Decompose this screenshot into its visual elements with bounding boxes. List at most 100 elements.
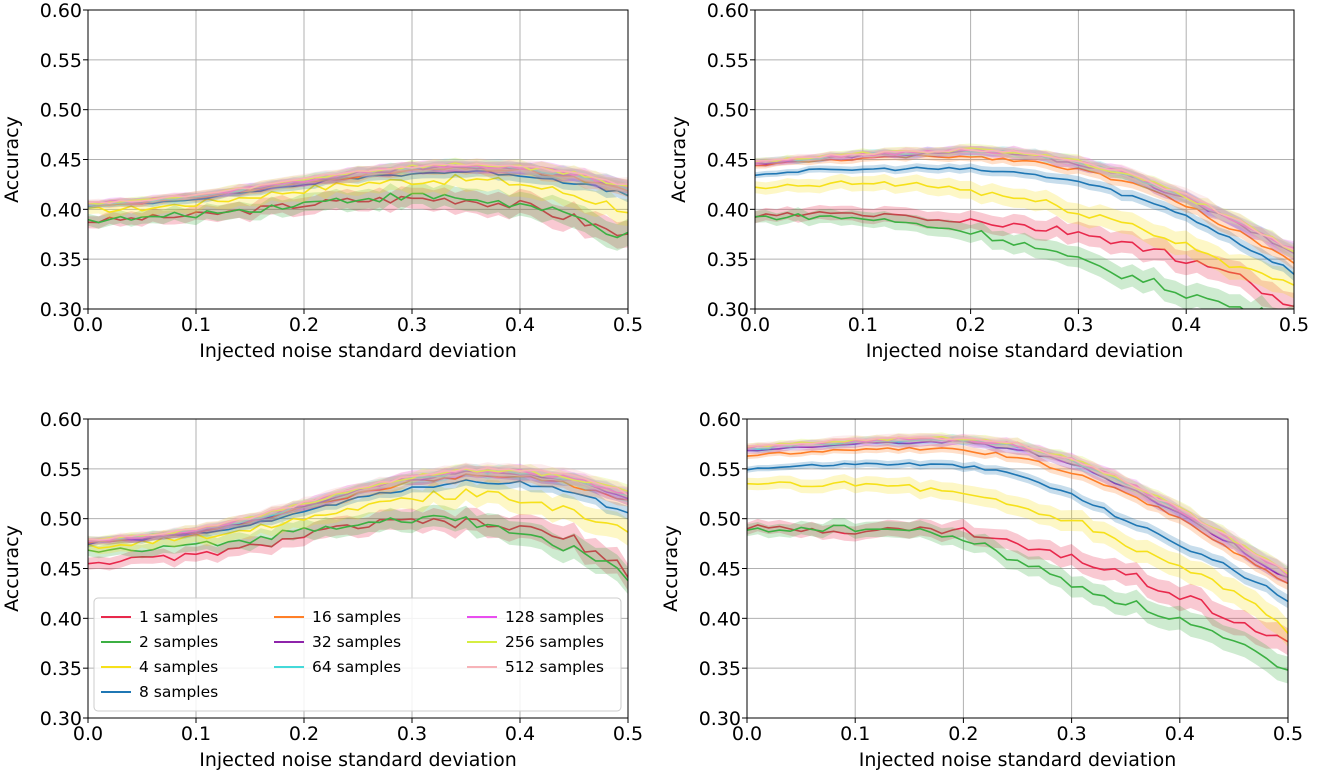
x-tick-label: 0.4	[505, 723, 535, 745]
series-band-32-samples	[88, 160, 628, 207]
chart-panel-bottom-right: 0.0 0.1 0.2 0.3 0.4 0.5 0.30 0.35 0.40 0.45 0.50 0.…	[660, 409, 1303, 771]
x-tick-label: 0.0	[73, 314, 103, 336]
y-axis-label: Accuracy	[1, 116, 23, 203]
series-band-16-samples	[747, 443, 1288, 591]
x-tick-label: 0.4	[1171, 314, 1201, 336]
series-band-8-samples	[88, 165, 628, 210]
chart-panel-bottom-left: 0.0 0.1 0.2 0.3 0.4 0.5 0.30 0.35 0.40 0.45 0.50 0.…	[1, 409, 643, 771]
x-tick-label: 0.5	[1273, 723, 1303, 745]
series-line-4-samples	[88, 173, 628, 214]
series-line-1-samples	[747, 524, 1288, 643]
legend: 1 samples 2 samples 4 samples 8 samples 16 s…	[93, 597, 622, 712]
series-line-2-samples	[747, 524, 1288, 671]
y-tick-label: 0.45	[40, 150, 82, 172]
x-tick-label: 0.3	[397, 314, 427, 336]
plot-data	[747, 432, 1288, 684]
y-axis-label: Accuracy	[1, 525, 23, 612]
series-line-8-samples	[88, 169, 628, 207]
series-band-128-samples	[88, 160, 628, 207]
series-band-256-samples	[88, 157, 628, 207]
y-tick-label: 0.50	[40, 509, 82, 531]
y-axis-label: Accuracy	[668, 116, 690, 203]
y-tick-label: 0.45	[699, 559, 741, 581]
x-tick-label: 0.0	[732, 723, 762, 745]
y-tick-label: 0.60	[707, 0, 749, 22]
series-band-16-samples	[88, 161, 628, 209]
legend-entry: 1 samples	[139, 608, 218, 626]
y-tick-label: 0.40	[707, 199, 749, 221]
y-tick-label: 0.55	[40, 459, 82, 481]
plot-data	[88, 462, 628, 595]
chart-panel-top-left: 0.0 0.1 0.2 0.3 0.4 0.5 0.30 0.35 0.40 0.45 0.50 0.…	[1, 0, 643, 362]
series-band-256-samples	[755, 143, 1294, 259]
y-tick-label: 0.35	[699, 658, 741, 680]
series-band-512-samples	[747, 432, 1288, 579]
x-tick-label: 0.5	[613, 314, 643, 336]
series-line-2-samples	[755, 213, 1264, 309]
x-tick-label: 0.1	[181, 314, 211, 336]
legend-box	[93, 597, 622, 712]
series-line-8-samples	[755, 166, 1294, 275]
x-tick-label: 0.4	[1165, 723, 1195, 745]
series-line-16-samples	[747, 446, 1288, 585]
x-axis-label: Injected noise standard deviation	[866, 340, 1184, 362]
legend-entry: 32 samples	[312, 633, 401, 651]
series-line-1-samples	[755, 210, 1294, 308]
y-tick-label: 0.30	[40, 708, 82, 730]
series-line-4-samples	[747, 480, 1288, 635]
series-line-512-samples	[755, 147, 1294, 251]
series-band-2-samples	[747, 518, 1288, 684]
x-tick-label: 0.1	[840, 723, 870, 745]
x-tick-label: 0.1	[848, 314, 878, 336]
series-line-2-samples	[88, 192, 628, 239]
x-tick-label: 0.3	[397, 723, 427, 745]
x-tick-label: 0.5	[613, 723, 643, 745]
x-tick-label: 0.5	[1279, 314, 1309, 336]
x-axis-label: Injected noise standard deviation	[199, 749, 517, 771]
legend-entry: 16 samples	[312, 608, 401, 626]
series-band-32-samples	[747, 436, 1288, 584]
x-tick-label: 0.2	[289, 723, 319, 745]
y-tick-label: 0.35	[40, 249, 82, 271]
legend-entry: 8 samples	[139, 683, 218, 701]
y-axis-label: Accuracy	[660, 525, 682, 612]
series-line-32-samples	[747, 439, 1288, 579]
series-line-512-samples	[88, 467, 628, 541]
y-tick-label: 0.45	[707, 150, 749, 172]
series-band-1-samples	[755, 205, 1294, 309]
plot-data	[88, 157, 628, 251]
series-band-1-samples	[88, 507, 628, 591]
y-tick-label: 0.50	[40, 100, 82, 122]
y-tick-label: 0.60	[40, 409, 82, 431]
legend-entry: 256 samples	[505, 633, 604, 651]
x-tick-label: 0.2	[289, 314, 319, 336]
series-line-512-samples	[747, 436, 1288, 573]
series-line-1-samples	[88, 195, 628, 237]
y-tick-label: 0.35	[40, 658, 82, 680]
y-tick-label: 0.40	[40, 608, 82, 630]
y-tick-label: 0.40	[699, 608, 741, 630]
x-tick-label: 0.0	[73, 723, 103, 745]
series-line-4-samples	[88, 488, 628, 550]
x-axis-label: Injected noise standard deviation	[199, 340, 517, 362]
series-band-512-samples	[88, 158, 628, 207]
y-tick-label: 0.40	[40, 199, 82, 221]
legend-entry: 512 samples	[505, 658, 604, 676]
y-tick-label: 0.55	[699, 459, 741, 481]
series-band-1-samples	[747, 518, 1288, 656]
series-line-4-samples	[755, 180, 1294, 286]
series-line-1-samples	[88, 517, 628, 578]
x-tick-label: 0.3	[1056, 723, 1086, 745]
x-tick-label: 0.1	[181, 723, 211, 745]
chart-panel-top-right: 0.0 0.1 0.2 0.3 0.4 0.5 0.30 0.35 0.40 0.45 0.50 0.…	[668, 0, 1309, 362]
x-tick-label: 0.4	[505, 314, 535, 336]
x-tick-label: 0.0	[740, 314, 770, 336]
y-tick-label: 0.60	[40, 0, 82, 22]
series-band-64-samples	[88, 158, 628, 209]
y-tick-label: 0.55	[707, 50, 749, 72]
series-line-16-samples	[755, 154, 1294, 264]
series-band-4-samples	[747, 474, 1288, 647]
series-band-2-samples	[88, 182, 628, 251]
y-tick-label: 0.45	[40, 559, 82, 581]
